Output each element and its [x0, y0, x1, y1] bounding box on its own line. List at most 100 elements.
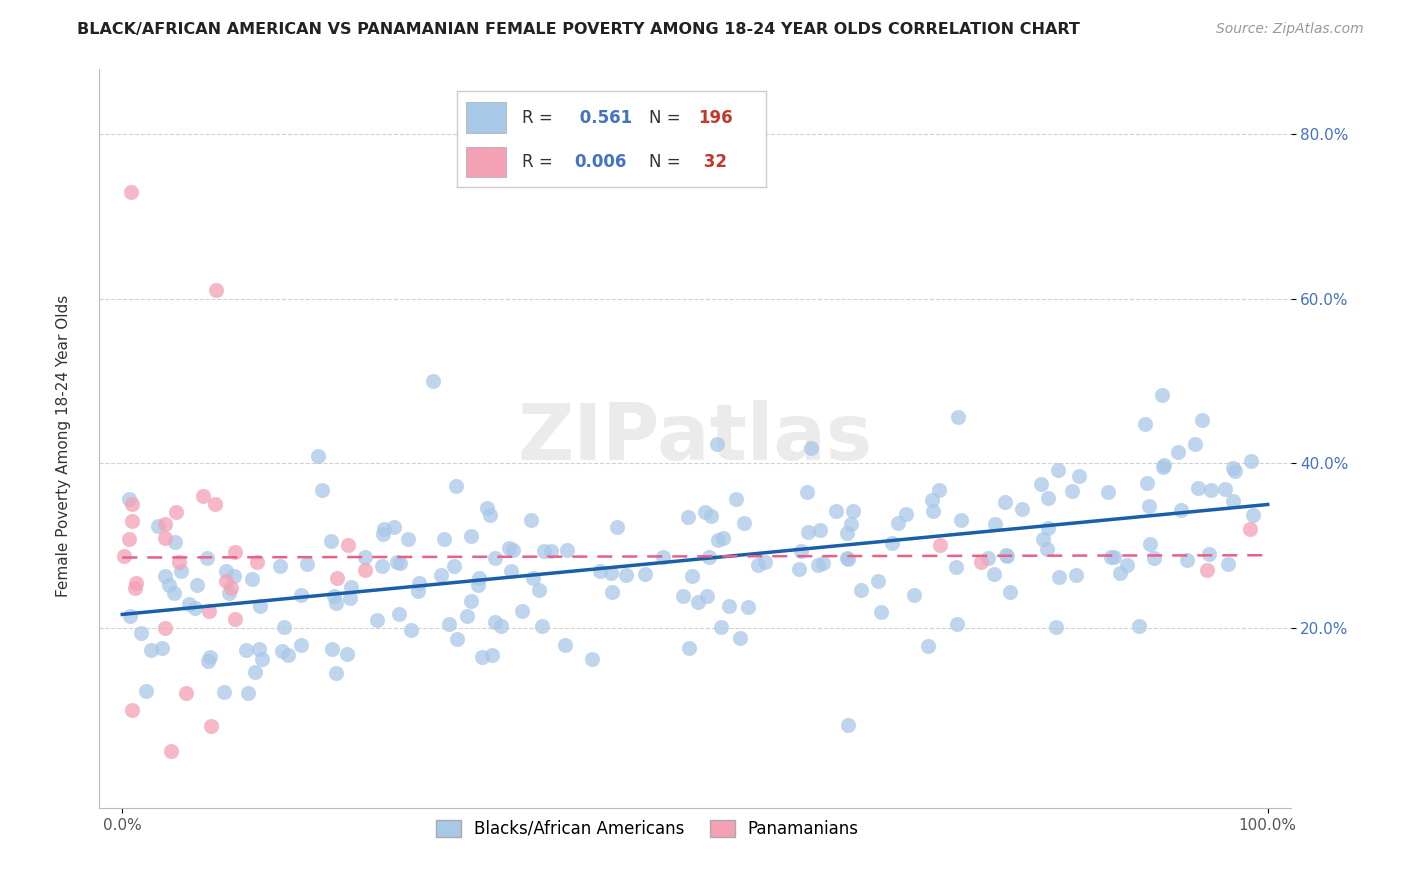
- Point: [707, 533, 730, 547]
- Point: [1199, 483, 1222, 497]
- Point: [456, 609, 478, 624]
- Point: [1139, 537, 1161, 551]
- Point: [606, 520, 628, 534]
- Point: [510, 604, 533, 618]
- Point: [1099, 549, 1122, 564]
- Point: [1032, 532, 1054, 546]
- Point: [994, 494, 1017, 508]
- Point: [460, 529, 482, 543]
- Point: [290, 588, 312, 602]
- Point: [475, 500, 498, 515]
- Point: [616, 568, 638, 582]
- Point: [112, 549, 135, 563]
- Point: [589, 564, 612, 578]
- Point: [540, 544, 562, 558]
- Point: [706, 437, 728, 451]
- Point: [481, 648, 503, 662]
- Point: [238, 685, 260, 699]
- Point: [167, 555, 190, 569]
- Point: [153, 517, 176, 532]
- Point: [467, 578, 489, 592]
- Point: [1187, 481, 1209, 495]
- Point: [373, 527, 395, 541]
- Point: [1036, 541, 1059, 556]
- Point: [917, 639, 939, 653]
- Point: [186, 578, 208, 592]
- Point: [399, 623, 422, 637]
- Point: [499, 564, 522, 578]
- Point: [250, 651, 273, 665]
- Point: [307, 449, 329, 463]
- Point: [321, 642, 343, 657]
- Text: BLACK/AFRICAN AMERICAN VS PANAMANIAN FEMALE POVERTY AMONG 18-24 YEAR OLDS CORREL: BLACK/AFRICAN AMERICAN VS PANAMANIAN FEM…: [77, 22, 1080, 37]
- Point: [1198, 547, 1220, 561]
- Point: [1143, 551, 1166, 566]
- Point: [124, 581, 146, 595]
- Point: [976, 551, 998, 566]
- Point: [224, 544, 246, 558]
- Point: [311, 483, 333, 497]
- Point: [1239, 522, 1261, 536]
- Point: [557, 542, 579, 557]
- Point: [800, 441, 823, 455]
- Point: [894, 508, 917, 522]
- Point: [1047, 463, 1070, 477]
- Point: [1116, 558, 1139, 573]
- Point: [754, 555, 776, 569]
- Point: [581, 652, 603, 666]
- Point: [678, 640, 700, 655]
- Point: [354, 563, 377, 577]
- Point: [212, 685, 235, 699]
- Point: [336, 647, 359, 661]
- Point: [835, 551, 858, 566]
- Point: [998, 584, 1021, 599]
- Point: [520, 512, 543, 526]
- Point: [530, 619, 553, 633]
- Point: [697, 549, 720, 564]
- Point: [696, 589, 718, 603]
- Point: [922, 504, 945, 518]
- Point: [1097, 485, 1119, 500]
- Point: [406, 583, 429, 598]
- Point: [983, 567, 1005, 582]
- Point: [1152, 460, 1174, 475]
- Point: [444, 479, 467, 493]
- Point: [1060, 483, 1083, 498]
- Point: [224, 612, 246, 626]
- Point: [323, 589, 346, 603]
- Point: [195, 551, 218, 566]
- Point: [396, 532, 419, 546]
- Point: [484, 550, 506, 565]
- Point: [200, 649, 222, 664]
- Point: [354, 550, 377, 565]
- Point: [533, 543, 555, 558]
- Point: [1136, 475, 1159, 490]
- Point: [634, 566, 657, 581]
- Point: [737, 599, 759, 614]
- Point: [153, 531, 176, 545]
- Point: [491, 618, 513, 632]
- Point: [366, 614, 388, 628]
- Point: [717, 599, 740, 613]
- Point: [970, 555, 993, 569]
- Point: [471, 650, 494, 665]
- Point: [1011, 501, 1033, 516]
- Point: [125, 575, 148, 590]
- Point: [841, 504, 863, 518]
- Point: [1167, 445, 1189, 459]
- Point: [1175, 553, 1198, 567]
- Point: [373, 522, 395, 536]
- Point: [184, 600, 207, 615]
- Point: [205, 284, 228, 298]
- Point: [700, 509, 723, 524]
- Point: [370, 558, 392, 573]
- Point: [153, 569, 176, 583]
- Point: [433, 533, 456, 547]
- Point: [498, 541, 520, 555]
- Point: [870, 605, 893, 619]
- Point: [200, 719, 222, 733]
- Point: [710, 620, 733, 634]
- Point: [1197, 563, 1219, 577]
- Point: [117, 492, 139, 507]
- Point: [1191, 413, 1213, 427]
